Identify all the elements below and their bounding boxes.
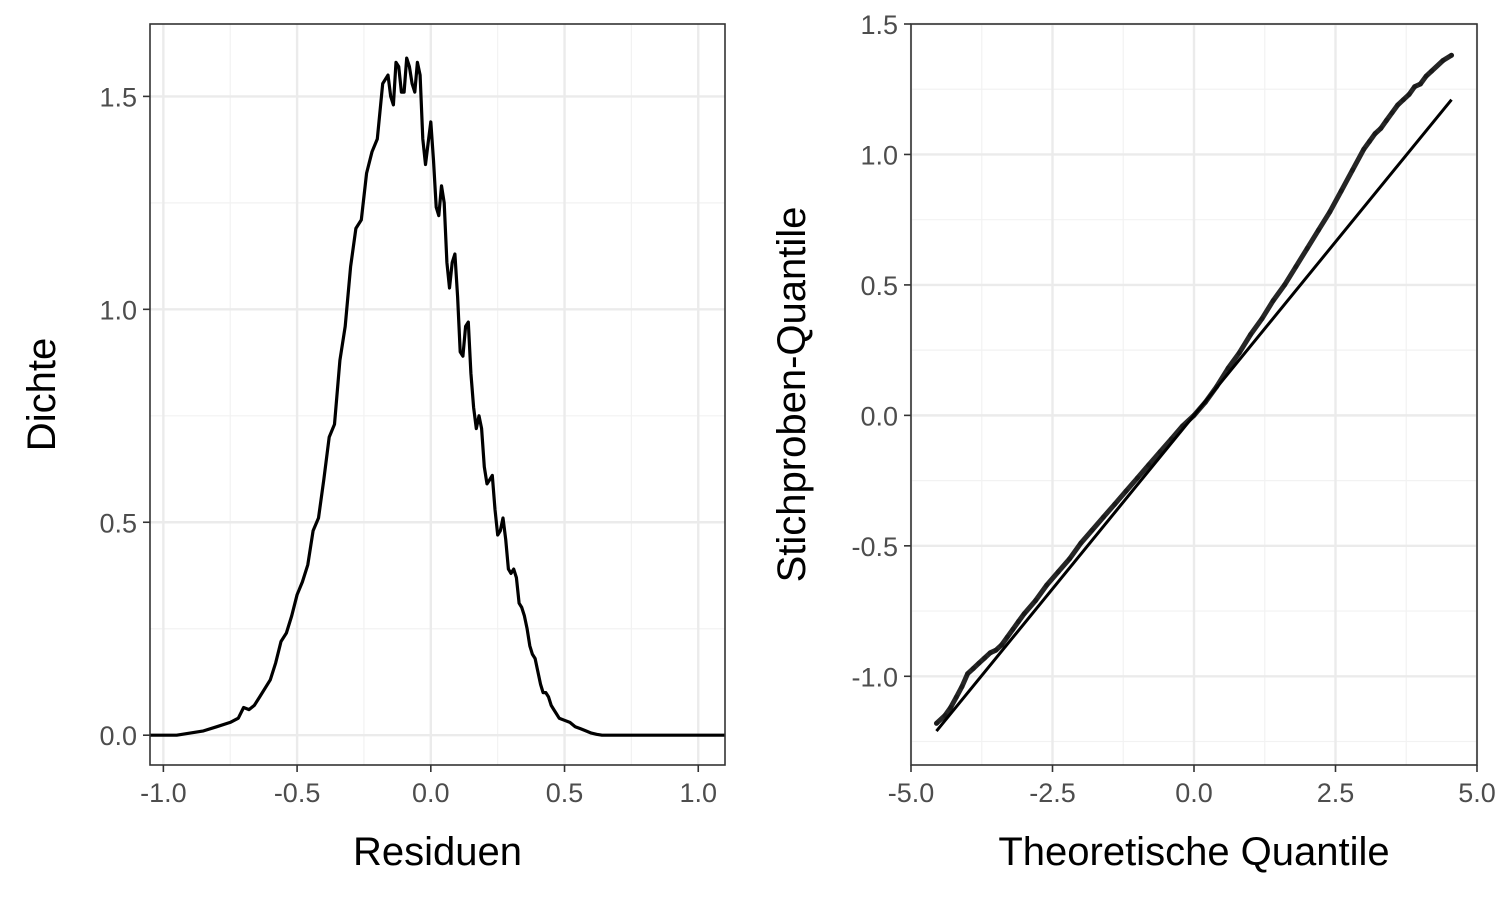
qq-y-tick-label: -1.0: [851, 662, 898, 692]
qq-point: [1134, 475, 1140, 481]
qq-point: [1423, 73, 1429, 79]
density-y-tick-label: 1.5: [99, 82, 137, 112]
qq-point: [1248, 331, 1254, 338]
qq-point: [1259, 316, 1265, 322]
density-y-tick-label: 0.5: [99, 508, 137, 538]
qq-marks: [933, 52, 1455, 733]
qq-point: [1225, 365, 1231, 371]
density-marks: [150, 56, 725, 737]
qq-point: [959, 684, 965, 690]
qq-reference-line: [935, 98, 1453, 733]
qq-point: [1327, 209, 1333, 215]
qq-point: [1146, 462, 1152, 468]
qq-point: [1021, 611, 1027, 617]
density-y-ticks: 0.0 0.5 1.0 1.5: [99, 82, 150, 751]
qq-y-tick-label: 1.5: [860, 10, 898, 40]
qq-panel: -5.0 -2.5 0.0 2.5 5.0 -1.0 -0.5 0.0 0.5 1.0 1.5 T…: [770, 10, 1496, 874]
qq-point: [982, 655, 988, 661]
qq-x-ticks: -5.0 -2.5 0.0 2.5 5.0: [888, 765, 1496, 808]
density-y-axis-title: Dichte: [20, 338, 64, 451]
density-x-axis-title: Residuen: [353, 830, 522, 874]
qq-point: [1448, 52, 1455, 58]
qq-point: [1440, 57, 1446, 64]
density-x-tick-label: 0.5: [546, 778, 584, 808]
qq-point: [976, 660, 982, 666]
qq-point: [1412, 84, 1418, 90]
qq-point: [1100, 514, 1106, 520]
qq-point: [1338, 188, 1344, 194]
qq-point: [1004, 634, 1010, 640]
qq-point: [953, 694, 959, 700]
qq-point: [1406, 91, 1412, 97]
qq-point: [1282, 282, 1288, 288]
qq-point: [1270, 298, 1276, 304]
qq-point: [933, 720, 940, 726]
qq-point: [993, 647, 999, 653]
qq-point: [1400, 97, 1406, 103]
density-x-ticks: -1.0 -0.5 0.0 0.5 1.0: [140, 765, 717, 808]
qq-point: [1395, 102, 1401, 108]
qq-point: [1389, 110, 1395, 116]
qq-point: [1112, 501, 1118, 507]
qq-point: [1315, 227, 1322, 233]
density-y-tick-label: 1.0: [99, 295, 137, 325]
qq-x-tick-label: 2.5: [1317, 778, 1355, 808]
qq-point: [1304, 245, 1310, 251]
density-x-tick-label: -1.0: [140, 778, 187, 808]
qq-point: [1236, 350, 1242, 356]
qq-point: [1361, 146, 1367, 152]
qq-y-axis-title: Stichproben-Quantile: [770, 207, 814, 583]
qq-point: [1015, 618, 1022, 625]
density-y-tick-label: 0.0: [99, 721, 137, 751]
qq-point: [1055, 569, 1061, 575]
density-panel: -1.0 -0.5 0.0 0.5 1.0 0.00.51.01.5 Residuen …: [20, 23, 726, 874]
qq-point: [987, 650, 993, 656]
qq-point: [1089, 527, 1095, 533]
qq-point: [1417, 81, 1423, 87]
density-x-tick-label: 1.0: [679, 778, 717, 808]
qq-point: [948, 705, 954, 711]
qq-x-tick-label: -5.0: [888, 778, 935, 808]
qq-x-tick-label: -2.5: [1029, 778, 1076, 808]
qq-y-tick-label: 0.0: [860, 401, 898, 431]
qq-x-tick-label: 0.0: [1175, 778, 1213, 808]
density-minor-grid: [150, 24, 725, 765]
qq-point: [1010, 626, 1016, 632]
qq-point: [1044, 582, 1050, 588]
qq-point: [1378, 125, 1384, 131]
qq-point: [999, 642, 1005, 648]
qq-point: [1383, 117, 1389, 124]
qq-point: [1066, 556, 1073, 562]
qq-y-tick-label: 1.0: [860, 140, 898, 170]
density-panel-background: [150, 24, 725, 765]
density-panel-border: [149, 23, 726, 766]
qq-y-ticks: -1.0 -0.5 0.0 0.5 1.0 1.5: [851, 10, 911, 692]
density-x-tick-label: 0.0: [412, 778, 450, 808]
qq-point: [1032, 598, 1039, 604]
qq-y-tick-label: 0.5: [860, 271, 898, 301]
qq-point: [965, 671, 971, 677]
qq-x-tick-label: 5.0: [1458, 778, 1496, 808]
qq-point: [1078, 540, 1084, 546]
qq-point: [1349, 167, 1356, 173]
qq-y-tick-label: -0.5: [851, 532, 898, 562]
density-x-tick-label: -0.5: [274, 778, 321, 808]
qq-point: [970, 665, 976, 672]
qq-point: [1372, 131, 1378, 137]
qq-point: [1293, 264, 1299, 270]
qq-point: [1366, 138, 1373, 144]
qq-x-axis-title: Theoretische Quantile: [998, 830, 1389, 874]
density-curve: [150, 56, 725, 737]
qq-point: [1123, 488, 1129, 494]
qq-point: [1429, 68, 1435, 74]
